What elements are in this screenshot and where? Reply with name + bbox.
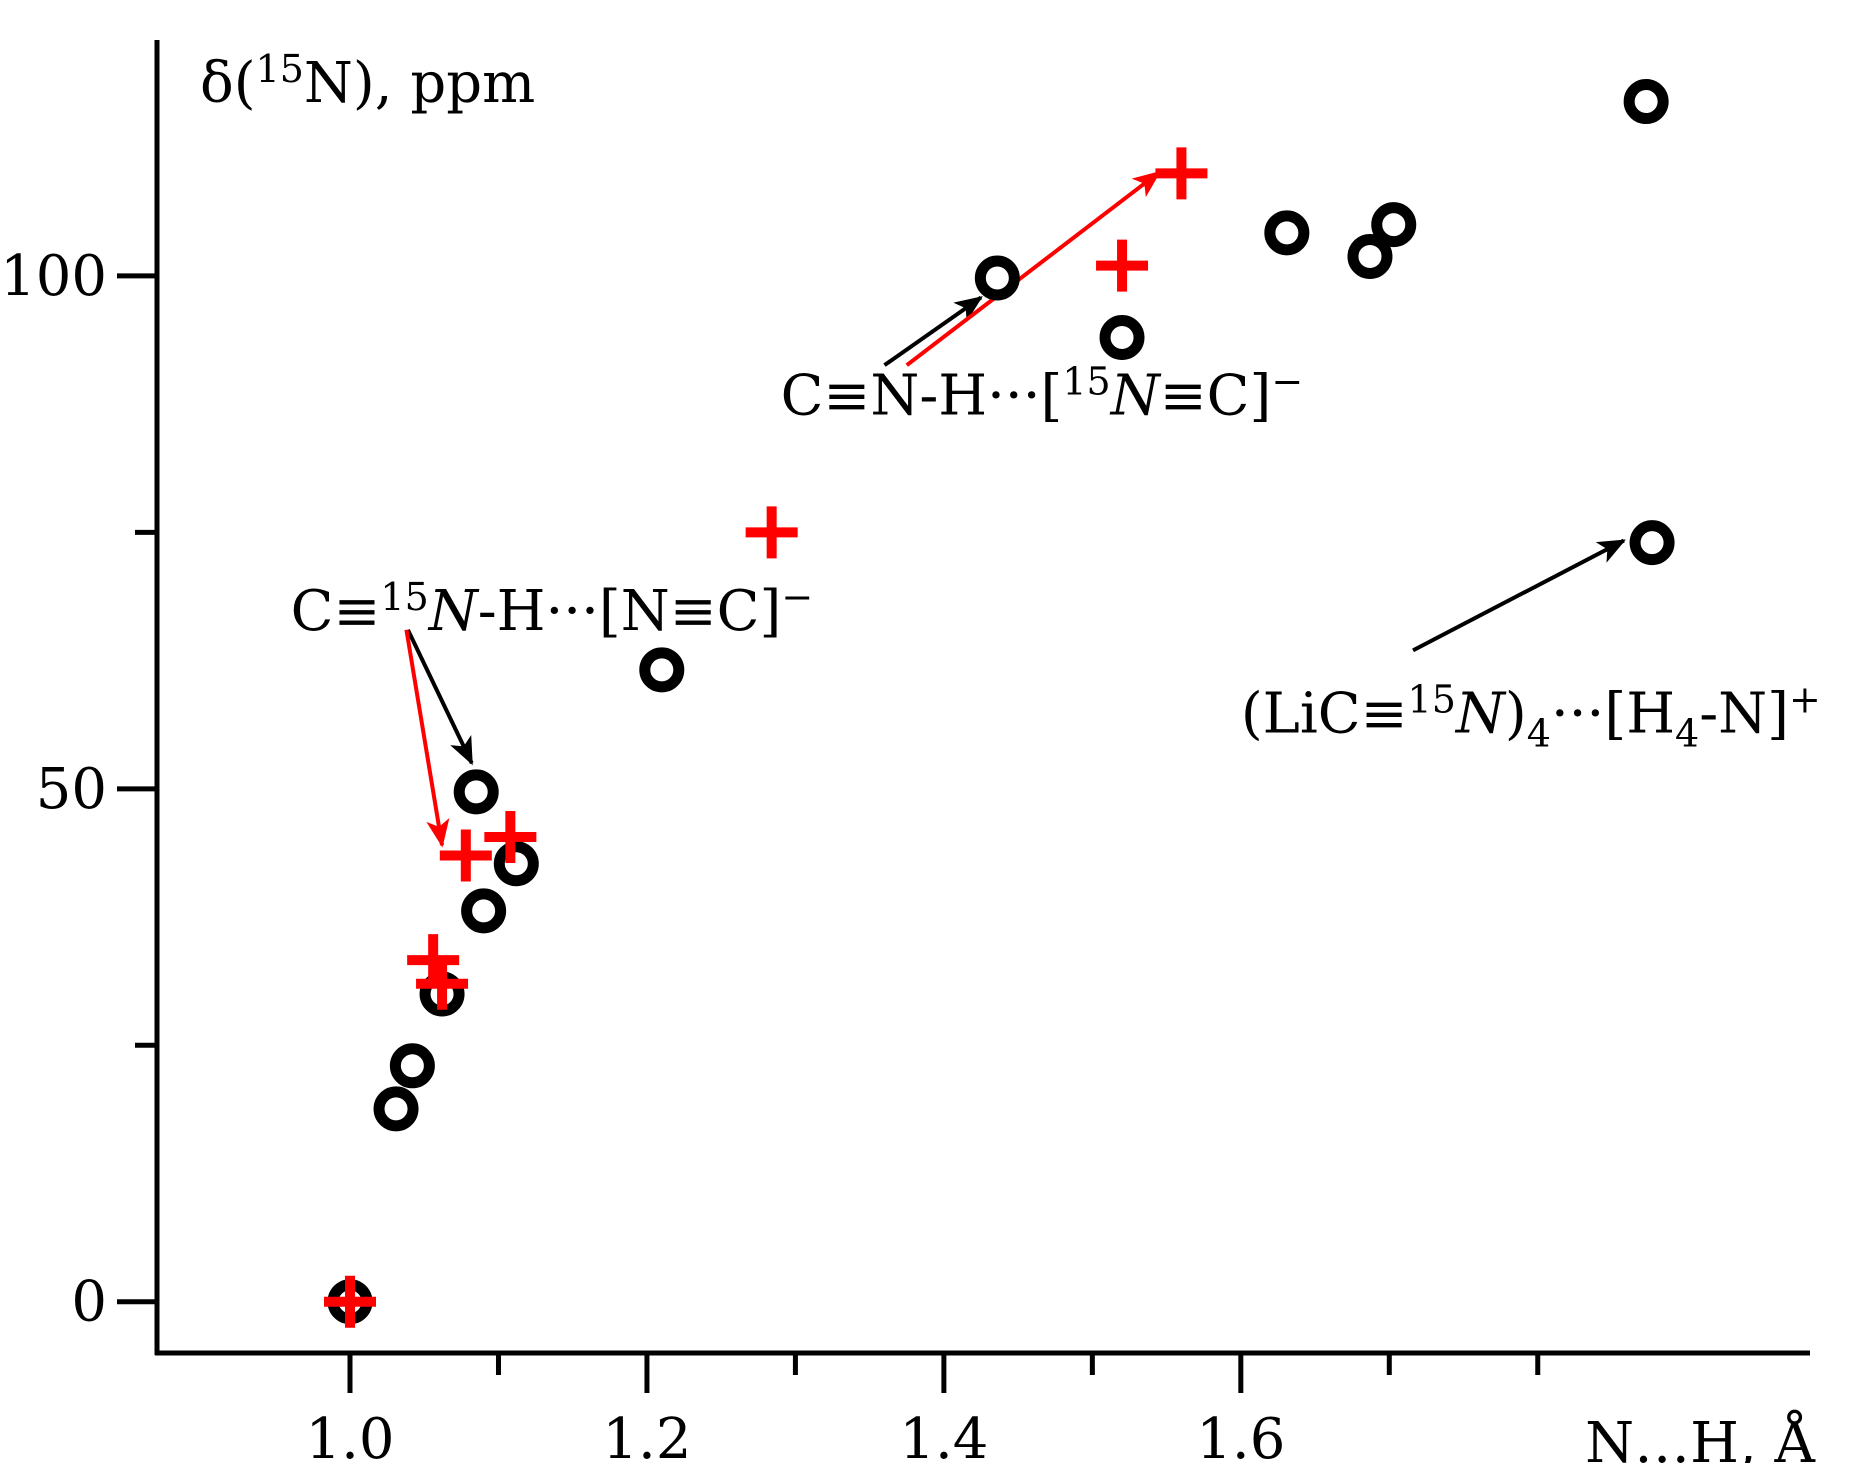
y-label-suffix: N), ppm bbox=[304, 51, 535, 116]
annotation-part: + bbox=[1789, 677, 1821, 721]
annotation-part: 4 bbox=[1527, 711, 1551, 755]
annotation-arrow bbox=[404, 629, 450, 848]
annotation-part: -H···[N≡C] bbox=[478, 579, 782, 644]
data-point-circle bbox=[1099, 314, 1145, 360]
y-label-prefix: δ( bbox=[200, 51, 256, 116]
x-tick-label: 1.2 bbox=[602, 1407, 691, 1463]
annotation-part: ···[H bbox=[1551, 681, 1675, 746]
data-point-circle bbox=[1347, 233, 1393, 279]
x-tick-label: 1.6 bbox=[1196, 1407, 1285, 1463]
y-tick-label: 100 bbox=[0, 244, 107, 309]
annotation-part: N bbox=[1109, 363, 1162, 428]
data-point-cross bbox=[407, 934, 460, 987]
data-point-cross bbox=[1155, 147, 1208, 200]
data-point-circle bbox=[639, 647, 685, 693]
annotation-part: 15 bbox=[1408, 677, 1456, 721]
data-point-circle bbox=[1623, 79, 1669, 125]
data-point-circle bbox=[389, 1043, 435, 1089]
annotation-part: N bbox=[1454, 681, 1507, 746]
annotation-arrow bbox=[406, 628, 474, 766]
annotations: C≡N-H···[15N≡C]−C≡15N-H···[N≡C]−(LiC≡15N… bbox=[291, 359, 1821, 755]
data-point-cross bbox=[745, 506, 798, 559]
y-ticks: 0 50 100 bbox=[0, 244, 157, 1335]
hcn-shifted-15n-label: C≡N-H···[15N≡C]− bbox=[781, 359, 1304, 428]
data-point-cross bbox=[416, 957, 469, 1010]
annotation-part: N bbox=[427, 579, 480, 644]
hcn-15n-label: C≡15N-H···[N≡C]− bbox=[291, 575, 814, 644]
data-point-circle bbox=[493, 841, 539, 887]
annotation-arrow bbox=[883, 295, 983, 367]
series-crosses bbox=[324, 147, 1208, 1328]
annotation-part: − bbox=[781, 575, 813, 619]
annotation-part: ) bbox=[1505, 681, 1527, 746]
annotation-part: C≡ bbox=[291, 579, 381, 644]
data-point-circle bbox=[453, 769, 499, 815]
y-tick-label: 50 bbox=[36, 757, 107, 822]
annotation-part: 15 bbox=[380, 575, 428, 619]
data-point-circle bbox=[373, 1086, 419, 1132]
data-point-circle bbox=[461, 888, 507, 934]
annotation-arrow bbox=[1412, 538, 1626, 653]
lic15n-tetramer-label: (LiC≡15N)4···[H4-N]+ bbox=[1241, 677, 1821, 755]
data-point-circle bbox=[1264, 210, 1310, 256]
data-point-cross bbox=[324, 1275, 377, 1328]
annotation-arrows bbox=[404, 170, 1626, 848]
x-axis-label: N…H, Å bbox=[1585, 1409, 1815, 1463]
data-point-cross bbox=[439, 829, 492, 882]
data-point-cross bbox=[484, 811, 537, 864]
x-tick-label: 1.0 bbox=[305, 1407, 394, 1463]
annotation-part: − bbox=[1271, 359, 1303, 403]
y-axis-label: δ(15N), ppm bbox=[200, 47, 535, 116]
data-point-cross bbox=[1096, 239, 1149, 292]
annotation-part: ≡C] bbox=[1160, 363, 1272, 428]
annotation-part: C≡N-H···[ bbox=[781, 363, 1063, 428]
data-point-circle bbox=[1371, 202, 1417, 248]
y-tick-label: 0 bbox=[71, 1270, 107, 1335]
annotation-arrow bbox=[905, 170, 1162, 367]
axes bbox=[154, 40, 1810, 1356]
annotation-part: (LiC≡ bbox=[1241, 681, 1408, 746]
annotation-part: 15 bbox=[1062, 359, 1110, 403]
x-ticks: 1.0 1.2 1.4 1.6 bbox=[305, 1353, 1541, 1463]
data-point-circle bbox=[974, 255, 1020, 301]
y-label-isotope: 15 bbox=[256, 47, 304, 91]
annotation-part: 4 bbox=[1675, 711, 1699, 755]
annotation-part: -N] bbox=[1699, 681, 1789, 746]
data-point-circle bbox=[1629, 520, 1675, 566]
x-tick-label: 1.4 bbox=[899, 1407, 988, 1463]
